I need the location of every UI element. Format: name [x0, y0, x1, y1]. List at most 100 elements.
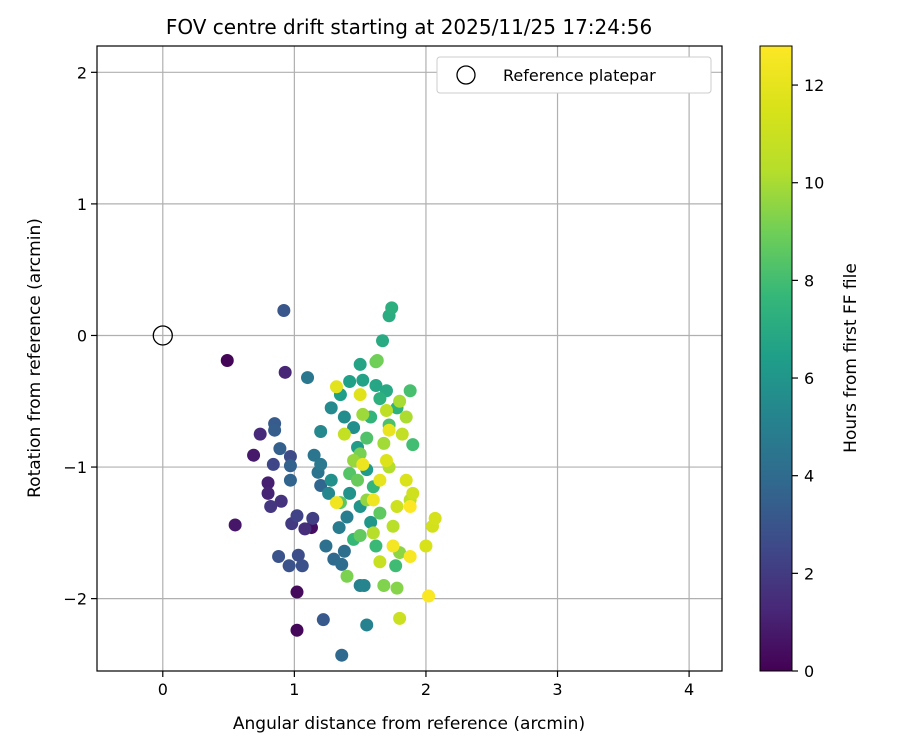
- x-tick-label: 4: [684, 680, 694, 699]
- data-point: [403, 500, 417, 514]
- data-points: [220, 301, 442, 662]
- data-point: [422, 589, 436, 603]
- y-tick-label: −2: [63, 590, 87, 609]
- data-point: [403, 550, 417, 564]
- data-point: [364, 515, 378, 529]
- data-point: [373, 555, 387, 569]
- data-point: [351, 473, 365, 487]
- data-point: [329, 496, 343, 510]
- data-point: [306, 511, 320, 525]
- x-axis-label: Angular distance from reference (arcmin): [233, 714, 585, 734]
- x-tick-label: 2: [421, 680, 431, 699]
- data-point: [403, 384, 417, 398]
- data-point: [329, 380, 343, 394]
- data-point: [353, 528, 367, 542]
- data-point: [369, 539, 383, 553]
- colorbar-tick-label: 0: [804, 662, 814, 681]
- data-point: [389, 559, 403, 573]
- data-point: [264, 500, 278, 514]
- data-point: [373, 473, 387, 487]
- data-point: [373, 392, 387, 406]
- data-point: [295, 559, 309, 573]
- data-point: [261, 476, 275, 490]
- data-point: [366, 493, 380, 507]
- x-tick-label: 0: [158, 680, 168, 699]
- data-point: [340, 569, 354, 583]
- data-point: [343, 375, 357, 389]
- data-point: [393, 394, 407, 408]
- data-point: [386, 519, 400, 533]
- data-point: [428, 511, 442, 525]
- data-point: [370, 353, 384, 367]
- data-point: [379, 403, 393, 417]
- data-point: [335, 557, 349, 571]
- data-point: [343, 486, 357, 500]
- data-point: [324, 401, 338, 415]
- data-point: [301, 371, 315, 385]
- data-point: [337, 544, 351, 558]
- x-tick-label: 3: [552, 680, 562, 699]
- data-point: [376, 334, 390, 348]
- colorbar-tick-label: 6: [804, 369, 814, 388]
- data-point: [379, 453, 393, 467]
- data-point: [283, 459, 297, 473]
- data-point: [357, 578, 371, 592]
- data-point: [360, 618, 374, 632]
- colorbar-gradient: [759, 45, 793, 672]
- data-point: [395, 427, 409, 441]
- data-point: [220, 353, 234, 367]
- data-point: [386, 539, 400, 553]
- data-point: [356, 457, 370, 471]
- legend-marker: [456, 65, 476, 85]
- data-point: [406, 438, 420, 452]
- data-point: [356, 407, 370, 421]
- data-point: [277, 303, 291, 317]
- data-point: [290, 509, 304, 523]
- data-point: [347, 421, 361, 435]
- axis-ticks: 0 1 2 3 4 −2 −1 0 1 2: [63, 63, 694, 699]
- data-point: [382, 423, 396, 437]
- colorbar-tick-label: 10: [804, 174, 824, 193]
- data-point: [360, 431, 374, 445]
- data-point: [314, 457, 328, 471]
- data-point: [353, 357, 367, 371]
- data-point: [314, 478, 328, 492]
- y-tick-label: 2: [77, 63, 87, 82]
- colorbar-ticks: 0 2 4 6 8 10 12: [792, 76, 824, 681]
- data-point: [319, 539, 333, 553]
- colorbar: 0 2 4 6 8 10 12 Hours from first FF file: [759, 45, 861, 681]
- data-point: [283, 473, 297, 487]
- data-point: [228, 518, 242, 532]
- data-point: [406, 486, 420, 500]
- data-point: [298, 522, 312, 536]
- colorbar-tick-label: 12: [804, 76, 824, 95]
- data-point: [283, 450, 297, 464]
- data-point: [253, 427, 267, 441]
- data-point: [332, 521, 346, 535]
- y-tick-label: 1: [77, 195, 87, 214]
- data-point: [268, 423, 282, 437]
- reference-point: [152, 325, 173, 346]
- data-point: [307, 448, 321, 462]
- data-point: [314, 425, 328, 439]
- data-point: [369, 378, 383, 392]
- x-tick-label: 1: [289, 680, 299, 699]
- data-point: [385, 301, 399, 315]
- data-point: [291, 548, 305, 562]
- data-point: [261, 486, 275, 500]
- colorbar-tick-label: 8: [804, 271, 814, 290]
- data-point: [324, 473, 338, 487]
- data-point: [337, 410, 351, 424]
- data-point: [373, 506, 387, 520]
- data-point: [272, 550, 286, 564]
- y-axis-label: Rotation from reference (arcmin): [25, 218, 45, 498]
- plot-frame: [96, 45, 723, 672]
- data-point: [377, 578, 391, 592]
- data-point: [266, 457, 280, 471]
- data-point: [419, 539, 433, 553]
- legend-box: [436, 56, 712, 94]
- data-point: [353, 388, 367, 402]
- data-point: [290, 585, 304, 599]
- data-point: [290, 623, 304, 637]
- data-point: [393, 611, 407, 625]
